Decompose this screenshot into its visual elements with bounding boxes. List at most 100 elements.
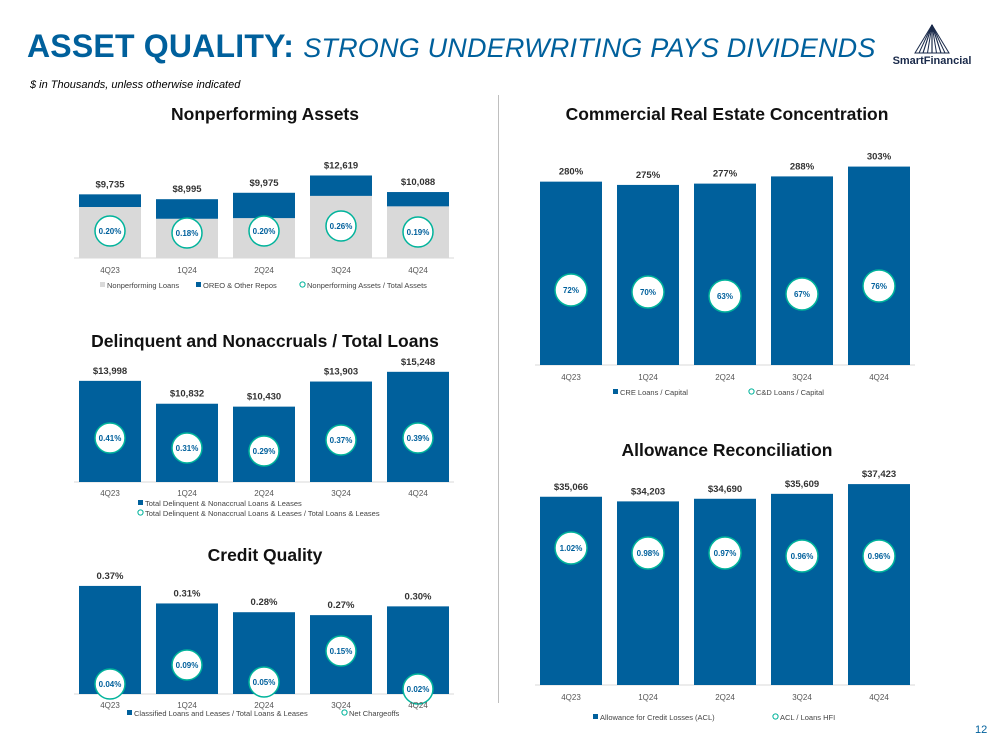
bar xyxy=(617,501,679,685)
bar-total-label: $9,735 xyxy=(95,179,125,190)
ratio-marker xyxy=(631,275,665,309)
panel-nonperforming-assets: Nonperforming Assets $9,735 0.20% 4Q23 $8,9… xyxy=(70,100,460,300)
category-label: 2Q24 xyxy=(715,373,735,382)
bar-value-label: $13,998 xyxy=(93,366,127,377)
legend-label: ACL / Loans HFI xyxy=(780,713,835,722)
bar-value-label: $35,609 xyxy=(785,479,819,490)
ratio-marker xyxy=(631,536,665,570)
ratio-label: 0.15% xyxy=(330,647,353,656)
company-logo: SmartFinancial xyxy=(882,24,982,70)
category-label: 3Q24 xyxy=(331,266,351,275)
page-number: 12 xyxy=(975,724,988,736)
panel-allowance-reconciliation: Allowance Reconciliation $35,066 1.02% 4Q2… xyxy=(531,437,923,727)
bar-oreo-repos xyxy=(233,192,295,219)
nonperforming-assets-chart: $9,735 0.20% 4Q23 $8,995 0.18% 1Q24 $9,975 0.20… xyxy=(74,160,454,290)
legend-swatch xyxy=(593,714,598,719)
bar xyxy=(540,496,602,685)
ratio-marker xyxy=(94,215,126,247)
ratio-marker xyxy=(708,279,742,313)
cre-concentration-chart: 280% 72% 4Q23 275% 70% 1Q24 277% 63% 2Q24 288% 67%… xyxy=(535,152,915,397)
legend-label: C&D Loans / Capital xyxy=(756,388,824,397)
page-title-suffix: STRONG UNDERWRITING PAYS DIVIDENDS xyxy=(303,33,876,63)
ratio-label: 0.98% xyxy=(637,549,660,558)
legend-label: Total Delinquent & Nonaccrual Loans & Le… xyxy=(145,499,302,508)
bar-value-label: 277% xyxy=(713,169,738,180)
chart-title: Delinquent and Nonaccruals / Total Loans xyxy=(91,331,439,351)
ratio-marker xyxy=(402,422,434,454)
category-label: 2Q24 xyxy=(254,701,274,710)
logo-text: SmartFinancial xyxy=(892,55,972,67)
ratio-label: 0.26% xyxy=(330,222,353,231)
ratio-label: 1.02% xyxy=(560,544,583,553)
legend-label: Net Chargeoffs xyxy=(349,709,400,718)
page-title-prefix: ASSET QUALITY: xyxy=(27,28,295,64)
bar-value-label: 0.37% xyxy=(97,571,124,582)
category-label: 1Q24 xyxy=(638,373,658,382)
ratio-marker xyxy=(171,432,203,464)
bar-value-label: $10,832 xyxy=(170,389,204,400)
ratio-label: 0.20% xyxy=(253,227,276,236)
page-subtitle: $ in Thousands, unless otherwise indicat… xyxy=(30,79,241,91)
legend-swatch xyxy=(748,388,755,395)
allowance-reconciliation-chart: $35,066 1.02% 4Q23 $34,203 0.98% 1Q24 $34,690 0… xyxy=(535,469,915,722)
column-divider xyxy=(498,95,499,703)
category-label: 3Q24 xyxy=(331,489,351,498)
ratio-marker xyxy=(402,216,434,248)
bar-value-label: 288% xyxy=(790,161,815,172)
panel-delinquent-nonaccruals: Delinquent and Nonaccruals / Total Loans… xyxy=(70,330,460,525)
ratio-marker xyxy=(402,673,434,705)
chart-title: Commercial Real Estate Concentration xyxy=(565,104,889,124)
ratio-label: 0.29% xyxy=(253,447,276,456)
ratio-label: 0.31% xyxy=(176,444,199,453)
category-label: 1Q24 xyxy=(638,693,658,702)
category-label: 2Q24 xyxy=(254,266,274,275)
ratio-label: 0.04% xyxy=(99,680,122,689)
bar-oreo-repos xyxy=(387,192,449,207)
ratio-marker xyxy=(248,435,280,467)
bar-value-label: 303% xyxy=(867,152,892,163)
legend-swatch xyxy=(100,282,105,287)
legend-swatch xyxy=(127,710,132,715)
bar xyxy=(848,166,910,365)
bar-value-label: $37,423 xyxy=(862,469,896,480)
legend-swatch xyxy=(138,500,143,505)
bar-value-label: $34,690 xyxy=(708,484,742,495)
category-label: 1Q24 xyxy=(177,489,197,498)
legend-label: OREO & Other Repos xyxy=(203,281,277,290)
ratio-label: 0.05% xyxy=(253,678,276,687)
bar-value-label: $13,903 xyxy=(324,367,358,378)
chart-title: Credit Quality xyxy=(207,545,323,565)
ratio-marker xyxy=(94,422,126,454)
bar-value-label: 0.30% xyxy=(405,591,432,602)
category-label: 4Q23 xyxy=(561,373,581,382)
ratio-marker xyxy=(94,668,126,700)
category-label: 4Q24 xyxy=(408,701,428,710)
ratio-label: 67% xyxy=(794,290,810,299)
delinquent-nonaccruals-chart: $13,998 0.41% 4Q23 $10,832 0.31% 1Q24 $10,430 0… xyxy=(74,357,454,518)
category-label: 4Q23 xyxy=(100,266,120,275)
ratio-label: 63% xyxy=(717,292,733,301)
category-label: 4Q24 xyxy=(869,373,889,382)
credit-quality-chart: 0.37% 0.04% 4Q23 0.31% 0.09% 1Q24 0.28% 0.05% 2Q… xyxy=(74,571,454,718)
bar-oreo-repos xyxy=(310,175,372,196)
category-label: 2Q24 xyxy=(715,693,735,702)
ratio-label: 0.19% xyxy=(407,228,430,237)
legend-label: Total Delinquent & Nonaccrual Loans & Le… xyxy=(145,509,380,518)
category-label: 4Q24 xyxy=(408,489,428,498)
ratio-marker xyxy=(554,273,588,307)
ratio-marker xyxy=(248,215,280,247)
ratio-marker xyxy=(785,539,819,573)
ratio-marker xyxy=(862,269,896,303)
legend-label: CRE Loans / Capital xyxy=(620,388,688,397)
legend-label: Nonperforming Assets / Total Assets xyxy=(307,281,427,290)
legend-swatch xyxy=(613,389,618,394)
mountain-logo-icon xyxy=(914,24,950,54)
bar xyxy=(694,498,756,685)
legend-swatch xyxy=(299,281,306,288)
category-label: 2Q24 xyxy=(254,489,274,498)
bar xyxy=(771,493,833,685)
bar-oreo-repos xyxy=(79,194,141,207)
legend-swatch xyxy=(196,282,201,287)
page-title: ASSET QUALITY: STRONG UNDERWRITING PAYS … xyxy=(27,28,876,65)
ratio-label: 0.18% xyxy=(176,229,199,238)
